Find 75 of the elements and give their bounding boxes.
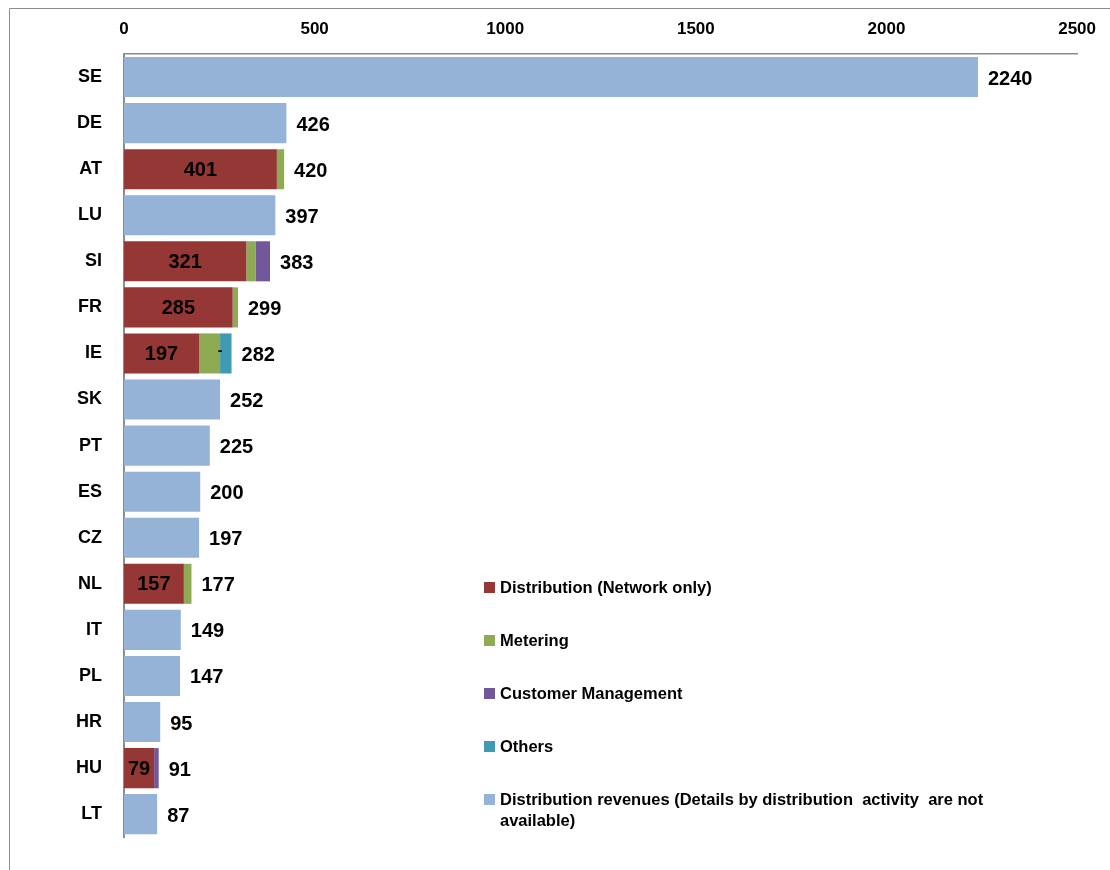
bar: [124, 57, 978, 98]
total-label: 2240: [987, 66, 1033, 89]
y-tick-label: SE: [77, 66, 102, 86]
total-label: 147: [190, 665, 224, 688]
bar: [246, 241, 256, 282]
total-label: 397: [285, 204, 319, 227]
bar: [124, 195, 276, 236]
bar: [255, 241, 271, 282]
x-tick-label: 1500: [676, 19, 715, 39]
data-label: 285: [161, 295, 196, 318]
bar: [124, 609, 181, 650]
bar: [183, 563, 192, 604]
data-label: 197: [144, 341, 179, 364]
total-label: 299: [247, 296, 282, 319]
bar: [124, 655, 181, 696]
bar: [124, 241, 247, 282]
total-label: 87: [167, 803, 190, 826]
legend-label: Metering: [500, 630, 569, 651]
y-tick-label: AT: [79, 158, 102, 179]
y-tick-label: LU: [78, 204, 102, 225]
y-tick-label: FR: [78, 296, 102, 317]
bar: [220, 333, 232, 374]
bar: [199, 333, 221, 374]
bar: [154, 748, 159, 789]
y-tick-label: SI: [84, 250, 102, 271]
y-tick-label: HU: [76, 757, 102, 778]
total-label: 177: [201, 573, 235, 596]
bar: [124, 149, 277, 190]
data-label: -: [217, 342, 223, 359]
y-tick-label: CZ: [78, 526, 102, 547]
x-tick-label: 0: [119, 19, 129, 39]
data-label: 321: [168, 249, 202, 272]
legend-label: Distribution revenues (Details by distribution activity are not available): [500, 789, 985, 831]
bar: [124, 333, 200, 374]
bar: [124, 701, 161, 743]
bar: [124, 471, 201, 512]
legend-label: Distribution (Network only): [500, 577, 712, 598]
bar: [124, 794, 158, 835]
bar: [124, 425, 210, 466]
total-label: 91: [168, 757, 191, 780]
bar: [124, 517, 200, 558]
bar: [124, 103, 287, 144]
bar: [276, 149, 285, 190]
total-label: 200: [210, 481, 244, 504]
data-label: 79: [127, 756, 151, 779]
y-tick-label: PT: [78, 434, 102, 455]
y-tick-label: LT: [81, 803, 102, 824]
x-tick-label: 2000: [867, 19, 906, 39]
y-tick-label: SK: [76, 388, 102, 409]
total-label: 282: [241, 342, 275, 365]
bar: [124, 287, 233, 328]
total-label: 225: [219, 435, 254, 458]
x-tick-label: 1000: [486, 19, 525, 39]
y-tick-label: NL: [78, 572, 102, 593]
x-tick-label: 2500: [1058, 19, 1096, 39]
total-label: 149: [190, 619, 225, 642]
total-label: 95: [170, 711, 193, 734]
total-label: 420: [294, 158, 328, 181]
x-tick-label: 500: [300, 19, 329, 39]
y-tick-label: HR: [76, 710, 102, 731]
y-tick-label: PL: [78, 664, 102, 685]
total-label: 197: [209, 527, 243, 550]
y-tick-label: ES: [77, 480, 102, 501]
y-tick-label: IE: [84, 342, 102, 363]
y-tick-label: IT: [86, 618, 102, 639]
bar: [124, 379, 221, 420]
legend-label: Customer Management: [500, 683, 683, 704]
y-tick-label: DE: [76, 112, 102, 133]
total-label: 252: [230, 389, 264, 412]
data-label: 157: [137, 572, 171, 595]
bar: [232, 287, 238, 328]
total-label: 383: [280, 250, 314, 273]
legend-label: Others: [500, 736, 554, 757]
total-label: 426: [296, 112, 330, 135]
data-label: 401: [183, 157, 218, 180]
